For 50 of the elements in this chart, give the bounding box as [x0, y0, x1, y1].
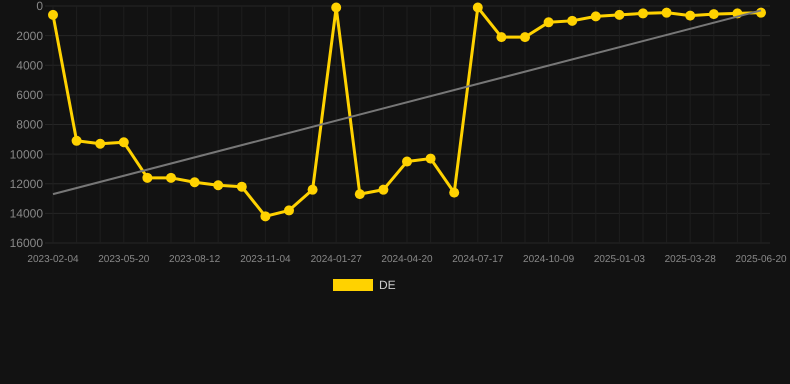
point	[614, 10, 624, 20]
point	[48, 10, 58, 20]
x-tick-label: 2024-10-09	[523, 254, 575, 265]
point	[590, 11, 601, 22]
x-tick-label: 2024-04-20	[381, 254, 434, 265]
y-tick-label: 16000	[10, 236, 44, 250]
point	[331, 2, 342, 12]
point	[378, 184, 388, 195]
y-tick-label: 2000	[16, 28, 44, 43]
x-tick-label: 2025-03-28	[664, 254, 716, 265]
x-tick-label: 2023-08-12	[169, 254, 221, 265]
point	[118, 137, 129, 148]
point	[567, 16, 578, 26]
point	[260, 211, 270, 222]
x-tick-label: 2024-07-17	[452, 254, 504, 265]
y-tick-label: 8000	[16, 118, 44, 132]
legend-label: DE	[379, 278, 396, 292]
x-tick-label: 2025-01-03	[594, 254, 646, 265]
point	[449, 188, 460, 198]
point	[708, 9, 719, 20]
point	[236, 182, 247, 192]
point	[190, 177, 200, 188]
point	[496, 32, 506, 42]
point	[308, 184, 318, 195]
y-tick-label: 12000	[10, 176, 44, 191]
point	[520, 32, 530, 42]
point	[95, 138, 106, 149]
point	[284, 205, 294, 216]
x-tick-label: 2023-02-04	[27, 254, 80, 265]
point	[685, 10, 696, 21]
point	[166, 172, 176, 183]
x-tick-label: 2024-01-27	[310, 254, 362, 265]
y-tick-label: 4000	[16, 58, 44, 72]
point	[426, 154, 436, 164]
point	[72, 136, 82, 146]
point	[638, 8, 648, 18]
point	[142, 172, 152, 183]
x-tick-label: 2023-05-20	[98, 254, 150, 265]
point	[472, 2, 483, 12]
y-tick-label: 10000	[10, 147, 44, 162]
x-tick-label: 2025-06-20	[735, 254, 788, 265]
y-tick-label: 0	[36, 0, 44, 14]
point	[544, 17, 554, 28]
point	[662, 8, 672, 18]
point	[354, 189, 365, 200]
y-tick-label: 6000	[16, 88, 44, 102]
x-tick-label: 2023-11-04	[240, 254, 292, 265]
point	[213, 180, 224, 190]
point	[402, 156, 412, 167]
y-tick-label: 14000	[10, 206, 44, 221]
